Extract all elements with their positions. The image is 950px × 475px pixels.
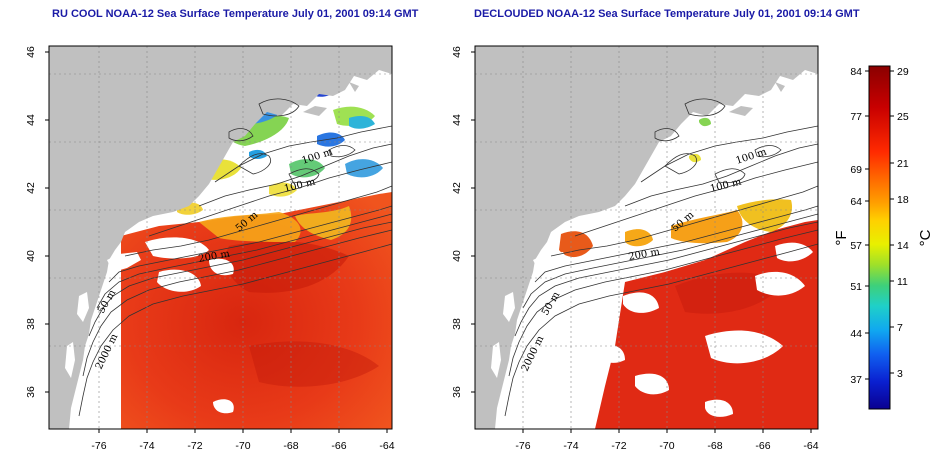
- right-map: 100 m 100 m 50 m 200 m 50 m 2000 m -76 -…: [451, 45, 819, 452]
- celsius-tick: 11: [897, 276, 908, 288]
- x-tick-label: -72: [611, 440, 626, 452]
- y-tick-label: 36: [451, 386, 463, 398]
- x-tick-label: -66: [755, 440, 770, 452]
- x-tick-label: -64: [379, 440, 394, 452]
- y-tick-label: 42: [25, 182, 37, 194]
- x-tick-label: -66: [331, 440, 346, 452]
- x-tick-label: -68: [707, 440, 722, 452]
- left-y-axis: 36 38 40 42 44 46: [25, 46, 49, 398]
- x-tick-label: -64: [803, 440, 818, 452]
- y-tick-label: 44: [451, 114, 463, 126]
- x-tick-label: -74: [139, 440, 154, 452]
- celsius-unit-label: °C: [917, 229, 934, 246]
- fahrenheit-tick: 44: [850, 328, 862, 340]
- x-tick-label: -76: [515, 440, 530, 452]
- right-map-title: DECLOUDED NOAA-12 Sea Surface Temperatur…: [474, 8, 860, 20]
- left-x-axis: -76 -74 -72 -70 -68 -66 -64: [91, 429, 395, 452]
- fahrenheit-unit-label: °F: [833, 230, 850, 245]
- x-tick-label: -70: [659, 440, 674, 452]
- fahrenheit-tick: 84: [850, 66, 862, 78]
- x-tick-label: -72: [187, 440, 202, 452]
- left-map-title: RU COOL NOAA-12 Sea Surface Temperature …: [52, 8, 419, 20]
- x-tick-label: -68: [283, 440, 298, 452]
- fahrenheit-tick: 57: [850, 240, 862, 252]
- right-y-axis: 36 38 40 42 44 46: [451, 46, 475, 398]
- y-tick-label: 40: [451, 250, 463, 262]
- x-tick-label: -76: [91, 440, 106, 452]
- y-tick-label: 46: [451, 46, 463, 58]
- fahrenheit-tick: 64: [850, 196, 862, 208]
- y-tick-label: 36: [25, 386, 37, 398]
- fahrenheit-tick: 37: [850, 374, 862, 386]
- right-x-axis: -76 -74 -72 -70 -68 -66 -64: [515, 429, 819, 452]
- celsius-tick: 18: [897, 194, 909, 206]
- y-tick-label: 38: [25, 318, 37, 330]
- fahrenheit-tick: 69: [850, 164, 862, 176]
- x-tick-label: -74: [563, 440, 578, 452]
- y-tick-label: 38: [451, 318, 463, 330]
- celsius-tick: 21: [897, 158, 909, 170]
- celsius-tick: 3: [897, 368, 903, 380]
- temperature-colorbar: 84 77 69 64 57 51 44 37 29 25 21 18 14 1…: [833, 65, 934, 410]
- celsius-tick: 14: [897, 240, 909, 252]
- celsius-tick: 7: [897, 322, 903, 334]
- fahrenheit-tick: 77: [850, 111, 862, 123]
- y-tick-label: 46: [25, 46, 37, 58]
- left-map: 100 m 100 m 50 m 200 m 50 m 2000 m -76 -…: [25, 45, 395, 452]
- celsius-tick: 25: [897, 111, 909, 123]
- y-tick-label: 44: [25, 114, 37, 126]
- y-tick-label: 42: [451, 182, 463, 194]
- fahrenheit-tick: 51: [850, 281, 862, 293]
- x-tick-label: -70: [235, 440, 250, 452]
- celsius-tick: 29: [897, 66, 909, 78]
- y-tick-label: 40: [25, 250, 37, 262]
